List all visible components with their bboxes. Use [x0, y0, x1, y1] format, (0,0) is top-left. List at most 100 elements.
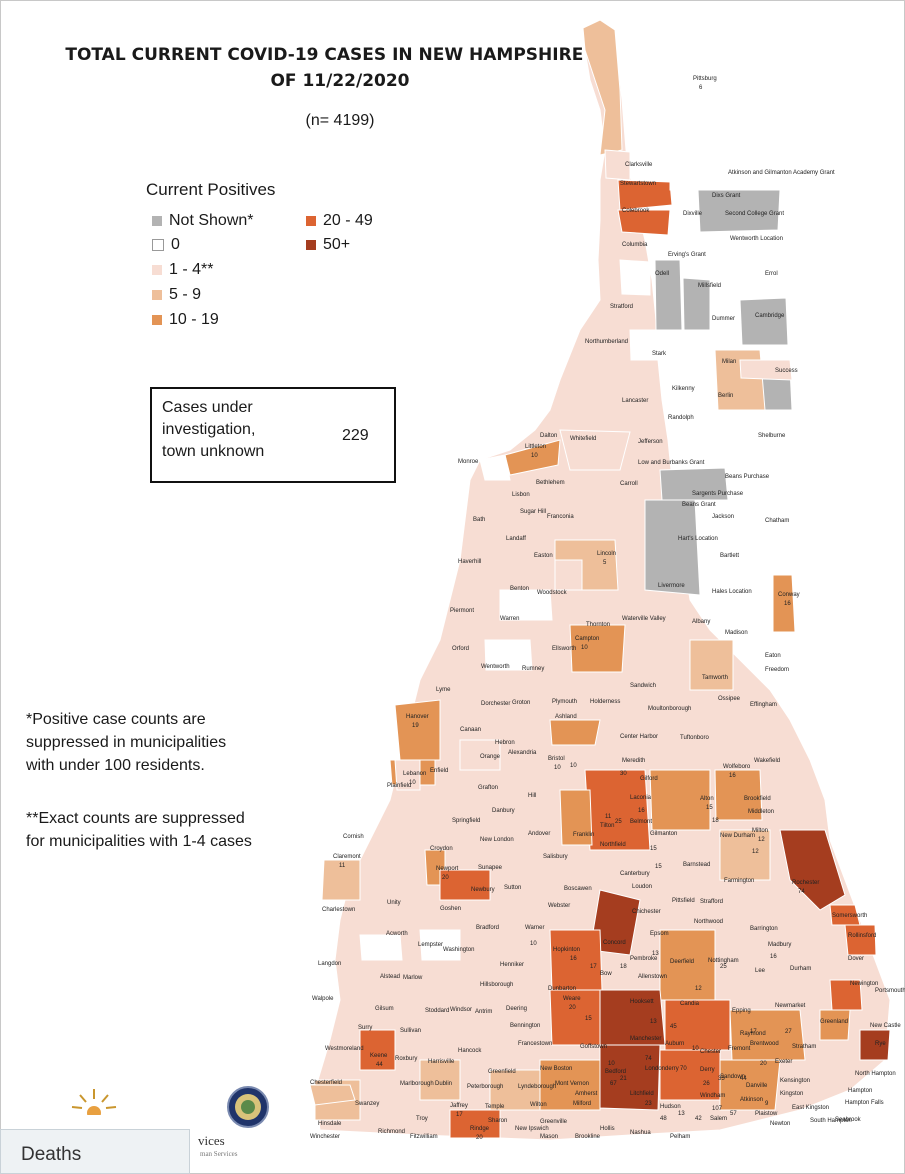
town-label: Plymouth [552, 699, 577, 705]
town-label: Madbury [768, 942, 791, 948]
town-label: Shelburne [758, 433, 786, 439]
town-label: Langdon [318, 961, 341, 967]
town-label: Odell [655, 271, 669, 277]
town-label: Dublin [435, 1081, 452, 1087]
town-label: Greenfield [488, 1069, 516, 1075]
town-region [739, 297, 789, 346]
town-region [629, 329, 667, 361]
town-label: Charlestown [322, 907, 355, 913]
town-label: Benton [510, 586, 529, 592]
town-label: Deerfield [670, 959, 694, 965]
legend-item: Not Shown* [152, 212, 254, 230]
town-label: Lancaster [622, 398, 648, 404]
town-label: Clarksville [625, 162, 653, 168]
town-case-count: 107 [712, 1106, 723, 1112]
town-label: Jaffrey [450, 1103, 468, 1109]
town-label: Andover [528, 831, 550, 837]
town-label: Hill [528, 793, 536, 799]
town-region [772, 574, 796, 633]
town-label: Monroe [458, 459, 479, 465]
town-label: Windham [700, 1093, 725, 1099]
town-label: Dixs Grant [712, 193, 741, 199]
town-label: Eaton [765, 653, 781, 659]
town-label: Newbury [471, 887, 495, 893]
town-case-count: 10 [581, 645, 588, 651]
town-label: Croydon [430, 846, 453, 852]
tab-deaths[interactable]: Deaths [0, 1129, 190, 1174]
town-label: Dalton [540, 433, 557, 439]
town-label: Salisbury [543, 854, 568, 860]
town-label: Stratford [610, 304, 633, 310]
town-label: New London [480, 837, 514, 843]
town-label: Bow [600, 971, 612, 977]
town-region [654, 259, 683, 331]
town-label: Plainfield [387, 783, 411, 789]
town-case-count: 57 [730, 1111, 737, 1117]
town-label: Effingham [750, 702, 777, 708]
investigation-box: Cases under investigation, town unknown … [150, 387, 396, 483]
town-label: Rindge [470, 1126, 490, 1132]
town-label: Berlin [718, 393, 733, 399]
town-label: Amherst [575, 1091, 598, 1097]
town-label: Hillsborough [480, 982, 513, 988]
town-label: Columbia [622, 242, 648, 248]
town-region [859, 1029, 891, 1061]
town-label: Greenland [820, 1019, 848, 1025]
town-case-count: 16 [784, 601, 791, 607]
town-case-count: 11 [339, 863, 346, 869]
town-label: Rochester [792, 880, 819, 886]
legend-swatch [152, 290, 162, 300]
town-case-count: 17 [750, 1029, 757, 1035]
town-label: Rye [875, 1041, 886, 1047]
investigation-label: Cases under investigation, town unknown [162, 399, 265, 460]
town-region [779, 829, 846, 911]
town-label: Hales Location [712, 589, 752, 595]
town-label: Dorchester [481, 701, 510, 707]
town-case-count: 10 [530, 941, 537, 947]
town-label: Plaistow [755, 1111, 778, 1117]
town-label: Francestown [518, 1041, 552, 1047]
town-label: Millsfield [698, 283, 721, 289]
town-case-count: 74 [645, 1056, 652, 1062]
town-case-count: 20 [569, 1005, 576, 1011]
town-case-count: 13 [650, 1019, 657, 1025]
town-label: Piermont [450, 608, 474, 614]
town-label: Hudson [660, 1104, 681, 1110]
town-case-count: 10 [531, 453, 538, 459]
town-label: Brentwood [750, 1041, 779, 1047]
town-label: Goshen [440, 906, 461, 912]
town-label: Middleton [748, 809, 774, 815]
town-label: Kingston [780, 1091, 803, 1097]
town-label: Hopkinton [553, 947, 580, 953]
town-region [549, 719, 601, 746]
town-case-count: 6 [699, 85, 703, 91]
town-label: Pittsburg [693, 76, 717, 82]
town-label: Belmont [630, 819, 652, 825]
town-label: Stark [652, 351, 667, 357]
town-label: East Kingston [792, 1105, 829, 1111]
town-label: Mont Vernon [555, 1081, 589, 1087]
town-label: Madison [725, 630, 748, 636]
town-label: Jackson [712, 514, 734, 520]
town-label: Springfield [452, 818, 480, 824]
town-case-count: 27 [785, 1029, 792, 1035]
town-case-count: 17 [456, 1112, 463, 1118]
town-label: Wakefield [754, 758, 780, 764]
town-region [459, 739, 501, 771]
town-label: Pembroke [630, 956, 658, 962]
town-case-count: 16 [770, 954, 777, 960]
legend-item: 10 - 19 [152, 311, 219, 329]
agency-subname: man Services [200, 1150, 238, 1158]
town-case-count: 26 [703, 1081, 710, 1087]
town-label: South Hampton [810, 1118, 852, 1124]
town-region [499, 589, 553, 621]
town-label: Warren [500, 616, 519, 622]
town-case-count: 18 [620, 964, 627, 970]
town-label: Freedom [765, 667, 789, 673]
town-label: Tilton [600, 823, 614, 829]
town-case-count: 5 [603, 560, 607, 566]
town-label: Unity [387, 900, 401, 906]
town-region [644, 499, 701, 596]
sun-logo-icon [64, 1085, 124, 1130]
map-title: TOTAL CURRENT COVID-19 CASES IN NEW HAMP… [65, 45, 615, 91]
